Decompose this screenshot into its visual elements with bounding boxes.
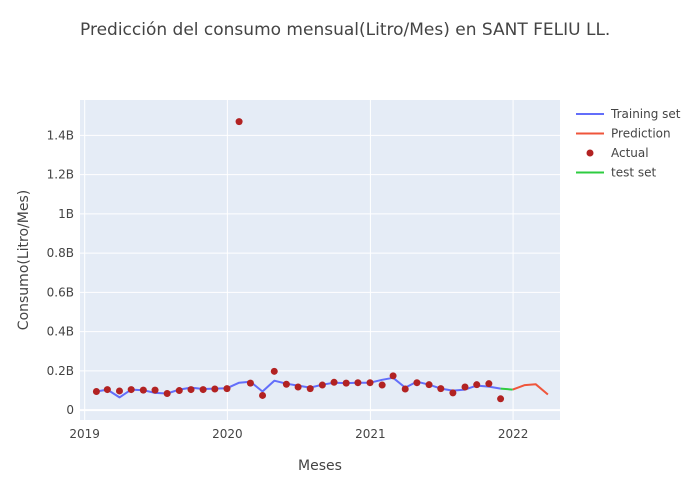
legend-label-test-set: test set: [611, 166, 656, 180]
y-tick-label: 1.2B: [47, 168, 74, 182]
x-tick-label: 2020: [212, 427, 243, 441]
actual-point: [366, 379, 374, 387]
marker-layer: [92, 118, 505, 403]
actual-point: [318, 381, 326, 389]
actual-point: [270, 367, 278, 375]
actual-point: [246, 379, 254, 387]
actual-point: [211, 385, 219, 393]
x-tick-label: 2021: [355, 427, 386, 441]
actual-point: [437, 385, 445, 393]
legend-label-actual: Actual: [611, 146, 649, 160]
actual-point: [449, 389, 457, 397]
y-tick-label: 1B: [58, 207, 74, 221]
actual-point: [127, 386, 135, 394]
actual-point: [342, 379, 350, 387]
legend-label-training-set: Training set: [610, 107, 681, 121]
y-tick-label: 0.4B: [47, 325, 74, 339]
actual-point: [199, 386, 207, 394]
actual-point: [151, 386, 159, 394]
legend-label-prediction: Prediction: [611, 127, 671, 141]
chart-title: Predicción del consumo mensual(Litro/Mes…: [80, 20, 611, 40]
series-line-prediction: [512, 383, 549, 396]
actual-point: [485, 380, 493, 388]
actual-point: [330, 378, 338, 386]
series-line-test-set: [500, 387, 513, 391]
grid-lines: [80, 100, 560, 420]
actual-point: [187, 386, 195, 394]
actual-point: [115, 387, 123, 395]
actual-point: [389, 372, 397, 380]
actual-point: [425, 381, 433, 389]
y-tick-label: 0.2B: [47, 364, 74, 378]
actual-point: [473, 381, 481, 389]
tick-labels: 0 0.2B 0.4B 0.6B 0.8B 1B 1.2B 1.4B 2019 2020 2021 2…: [47, 128, 529, 441]
y-tick-label: 0.6B: [47, 285, 74, 299]
actual-point: [175, 387, 183, 395]
actual-point: [282, 380, 290, 388]
actual-point: [306, 385, 314, 393]
y-tick-label: 0: [66, 403, 74, 417]
actual-point: [378, 381, 386, 389]
x-tick-label: 2022: [498, 427, 529, 441]
y-tick-label: 1.4B: [47, 128, 74, 142]
actual-point: [461, 383, 469, 391]
actual-point: [163, 389, 171, 397]
legend[interactable]: Training set Prediction Actual test set: [576, 107, 681, 180]
actual-point: [223, 385, 231, 393]
actual-point: [259, 391, 267, 399]
x-axis-title: Meses: [298, 458, 342, 474]
y-tick-label: 0.8B: [47, 246, 74, 260]
actual-point: [92, 388, 100, 396]
actual-point: [235, 118, 243, 126]
actual-point: [354, 379, 362, 387]
actual-point: [401, 385, 409, 393]
legend-swatch-actual: [586, 149, 594, 157]
x-tick-label: 2019: [69, 427, 100, 441]
actual-point: [497, 395, 505, 403]
y-axis-title: Consumo(Litro/Mes): [16, 190, 32, 330]
actual-point: [103, 386, 111, 394]
plot-area: [80, 100, 560, 420]
actual-point: [294, 383, 302, 391]
actual-point: [139, 386, 147, 394]
actual-point: [413, 379, 421, 387]
